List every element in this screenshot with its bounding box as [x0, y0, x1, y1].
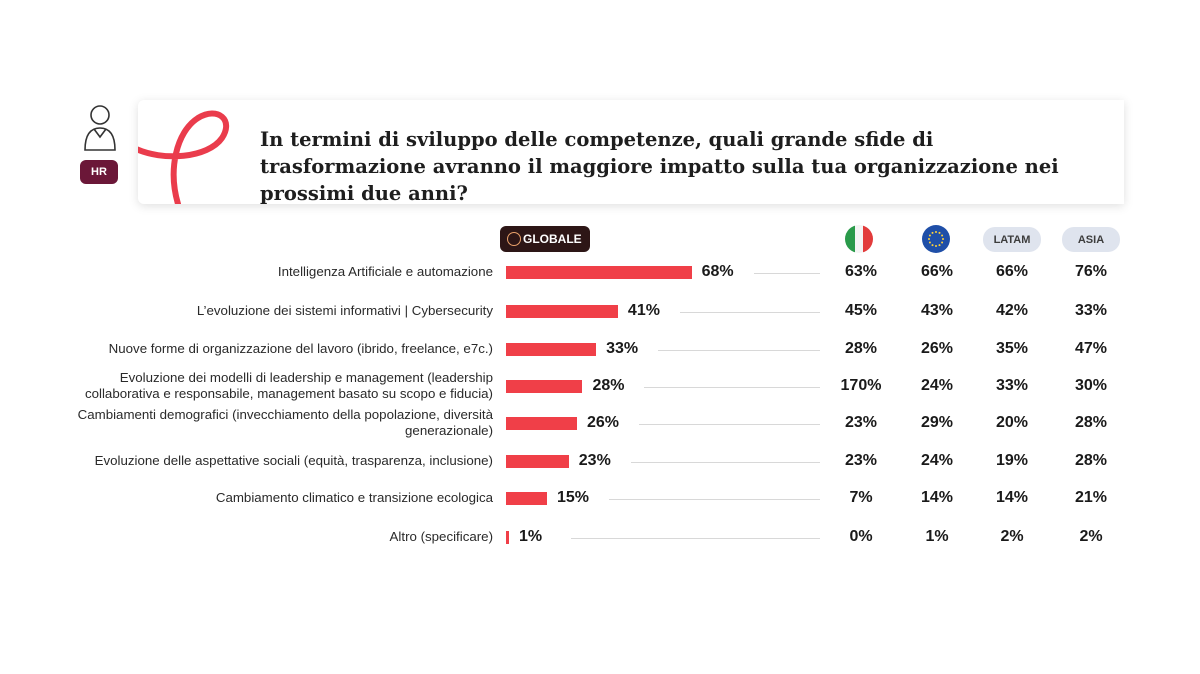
globale-value-label: 28% [592, 377, 625, 394]
globale-value-label: 1% [519, 528, 543, 545]
region-value-asia: 28% [1074, 452, 1108, 469]
globale-label: GLOBALE [523, 232, 582, 246]
region-value-latam: 66% [995, 263, 1029, 280]
region-value-eu: 24% [920, 452, 954, 469]
region-value-eu: 29% [920, 414, 954, 431]
region-value-eu: 1% [925, 528, 949, 545]
latam-column-header: LATAM [983, 227, 1041, 252]
brand-swoosh-icon [138, 110, 230, 204]
region-value-italy: 28% [844, 340, 878, 357]
region-value-asia: 2% [1079, 528, 1103, 545]
globale-bar [506, 417, 577, 430]
category-label: Cambiamenti demografici (invecchiamento … [77, 407, 493, 438]
question-card: In termini di sviluppo delle competenze,… [138, 100, 1124, 204]
leader-line [638, 424, 820, 425]
category-label: Intelligenza Artificiale e automazione [277, 264, 493, 279]
region-value-asia: 76% [1074, 263, 1108, 280]
region-value-latam: 35% [995, 340, 1029, 357]
category-label: Evoluzione delle aspettative sociali (eq… [94, 453, 493, 468]
region-value-italy: 170% [840, 377, 882, 394]
region-value-latam: 20% [995, 414, 1029, 431]
region-value-latam: 14% [995, 489, 1029, 506]
asia-column-header: ASIA [1062, 227, 1120, 252]
region-value-asia: 30% [1074, 377, 1108, 394]
globale-value-label: 68% [701, 263, 734, 280]
category-label: L’evoluzione dei sistemi informativi | C… [196, 303, 493, 318]
region-value-italy: 0% [849, 528, 873, 545]
globale-bar [506, 305, 618, 318]
globe-icon [507, 232, 521, 246]
category-label: Evoluzione dei modelli di leadership e m… [84, 370, 493, 401]
question-title: In termini di sviluppo delle competenze,… [260, 128, 1059, 204]
category-label: Altro (specificare) [389, 529, 493, 544]
globale-value-label: 23% [578, 452, 611, 469]
region-value-italy: 23% [844, 414, 878, 431]
hr-badge: HR [80, 160, 118, 184]
globale-bar [506, 266, 692, 279]
globale-value-label: 33% [606, 340, 639, 357]
category-label: Nuove forme di organizzazione del lavoro… [108, 341, 493, 356]
region-value-italy: 23% [844, 452, 878, 469]
globale-bar [506, 343, 597, 356]
region-value-eu: 66% [920, 263, 954, 280]
globale-value-label: 26% [586, 414, 619, 431]
leader-line [630, 462, 820, 463]
globale-bar [506, 380, 583, 393]
region-value-eu: 24% [920, 377, 954, 394]
region-value-eu: 26% [920, 340, 954, 357]
region-value-italy: 7% [849, 489, 873, 506]
globale-value-label: 41% [627, 302, 660, 319]
category-label: Cambiamento climatico e transizione ecol… [215, 490, 493, 505]
italy-flag-icon [845, 225, 873, 253]
region-value-asia: 33% [1074, 302, 1108, 319]
eu-flag-icon [922, 225, 950, 253]
region-value-italy: 63% [844, 263, 878, 280]
leader-line [608, 499, 820, 500]
region-value-asia: 28% [1074, 414, 1108, 431]
region-value-eu: 43% [920, 302, 954, 319]
persona: HR [76, 104, 124, 186]
leader-line [644, 387, 820, 388]
globale-column-header: GLOBALE [500, 226, 590, 252]
leader-line [679, 312, 820, 313]
region-value-latam: 2% [1000, 528, 1024, 545]
region-value-eu: 14% [920, 489, 954, 506]
leader-line [571, 538, 820, 539]
region-value-italy: 45% [844, 302, 878, 319]
region-value-asia: 47% [1074, 340, 1108, 357]
region-value-latam: 19% [995, 452, 1029, 469]
leader-line [658, 350, 820, 351]
region-value-latam: 42% [995, 302, 1029, 319]
globale-value-label: 15% [556, 489, 589, 506]
region-value-latam: 33% [995, 377, 1029, 394]
globale-bar [506, 455, 569, 468]
person-icon [84, 105, 116, 151]
leader-line [753, 273, 820, 274]
globale-bar [506, 531, 509, 544]
globale-bar [506, 492, 547, 505]
region-value-asia: 21% [1074, 489, 1108, 506]
